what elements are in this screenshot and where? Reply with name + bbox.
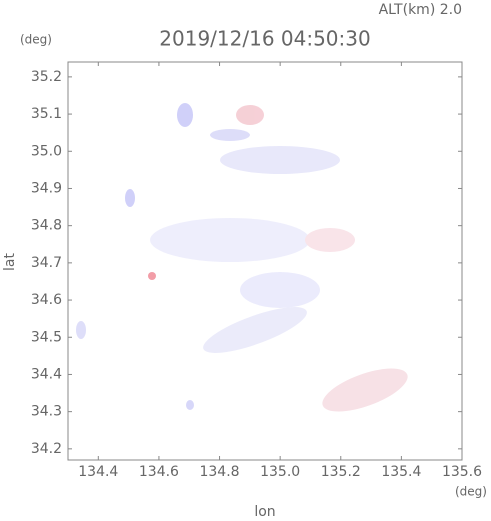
echo <box>220 146 340 174</box>
x-tick-label: 135.6 <box>442 464 482 480</box>
y-tick-label: 34.6 <box>31 292 62 308</box>
x-axis-label: lon <box>254 504 275 520</box>
echo <box>322 368 408 412</box>
echo <box>203 307 307 353</box>
echo <box>240 272 320 308</box>
echo <box>186 400 194 410</box>
x-tick-label: 135.0 <box>260 464 300 480</box>
y-axis-label: lat <box>2 253 18 271</box>
echoes <box>76 103 408 412</box>
y-tick-label: 34.4 <box>31 366 62 382</box>
echo <box>148 272 156 280</box>
y-unit: (deg) <box>20 33 52 47</box>
chart-title: 2019/12/16 04:50:30 <box>159 27 370 51</box>
altitude-label: ALT(km) 2.0 <box>379 2 462 18</box>
echo <box>236 105 264 125</box>
x-tick-label: 134.6 <box>139 464 179 480</box>
echo <box>305 228 355 252</box>
x-tick-label: 134.8 <box>199 464 239 480</box>
y-tick-label: 35.0 <box>31 143 62 159</box>
y-tick-label: 35.2 <box>31 69 62 85</box>
y-tick-label: 35.1 <box>31 106 62 122</box>
echo <box>125 189 135 207</box>
x-tick-label: 134.4 <box>78 464 118 480</box>
y-tick-label: 34.3 <box>31 404 62 420</box>
y-tick-label: 34.5 <box>31 329 62 345</box>
y-tick-label: 34.9 <box>31 180 62 196</box>
echo <box>177 103 193 127</box>
y-tick-label: 34.7 <box>31 255 62 271</box>
plot-frame <box>67 61 463 461</box>
y-tick-label: 34.2 <box>31 441 62 457</box>
echo <box>76 321 86 339</box>
echo <box>150 218 310 262</box>
echo <box>210 129 250 141</box>
x-tick-label: 135.4 <box>381 464 421 480</box>
x-unit: (deg) <box>455 485 487 499</box>
y-tick-label: 34.8 <box>31 218 62 234</box>
x-tick-label: 135.2 <box>321 464 361 480</box>
